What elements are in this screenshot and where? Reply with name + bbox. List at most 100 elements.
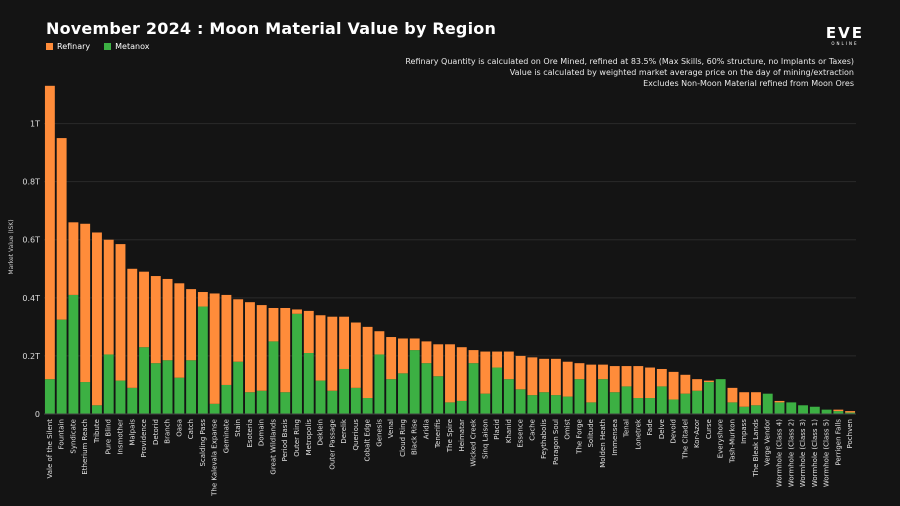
x-tick-label: Wormhole (Class 2) bbox=[787, 419, 795, 487]
bar-metanox bbox=[727, 402, 738, 414]
bar-metanox bbox=[468, 363, 479, 414]
note-line: Excludes Non-Moon Material refined from … bbox=[643, 79, 854, 88]
x-tick-label: Heimatar bbox=[458, 419, 466, 452]
bar-metanox bbox=[339, 368, 350, 414]
bar-metanox bbox=[833, 411, 844, 414]
bar-refinary bbox=[80, 223, 91, 383]
bar-metanox bbox=[645, 398, 656, 414]
bar-refinary bbox=[292, 309, 302, 314]
note-line: Refinary Quantity is calculated on Ore M… bbox=[405, 57, 854, 66]
bar-metanox bbox=[598, 379, 608, 414]
bar-refinary bbox=[550, 358, 561, 396]
bar-refinary bbox=[774, 400, 785, 403]
eve-online-logo: EVE ONLINE bbox=[825, 24, 864, 46]
x-tick-label: Period Basis bbox=[281, 419, 289, 462]
bar-refinary bbox=[598, 364, 608, 380]
x-tick-label: Outer Ring bbox=[293, 419, 301, 457]
x-tick-label: Stain bbox=[234, 419, 242, 437]
bar-metanox bbox=[586, 402, 597, 414]
x-tick-label: Omist bbox=[564, 419, 572, 440]
bar-metanox bbox=[786, 402, 797, 414]
x-tick-label: Lonetrek bbox=[634, 418, 642, 450]
bar-refinary bbox=[150, 276, 161, 364]
bar-refinary bbox=[739, 392, 750, 407]
y-tick-label: 0.6T bbox=[22, 236, 40, 245]
x-tick-label: Derelik bbox=[340, 418, 348, 444]
bar-metanox bbox=[668, 399, 679, 414]
bar-metanox bbox=[633, 398, 644, 414]
bar-metanox bbox=[421, 363, 432, 414]
x-tick-label: The Citadel bbox=[681, 419, 689, 460]
x-tick-label: Pochven bbox=[846, 419, 854, 448]
bar-metanox bbox=[656, 386, 667, 414]
legend-label-refinary: Refinary bbox=[57, 42, 91, 51]
x-tick-label: Impass bbox=[740, 419, 748, 444]
x-tick-label: Black Rise bbox=[411, 419, 419, 455]
x-tick-label: Genesis bbox=[375, 419, 383, 447]
bar-metanox bbox=[809, 406, 820, 414]
bar-refinary bbox=[44, 85, 55, 380]
bar-refinary bbox=[421, 341, 432, 364]
x-tick-label: Feythabolis bbox=[540, 419, 548, 459]
bar-metanox bbox=[409, 350, 420, 414]
bar-metanox bbox=[703, 382, 714, 414]
bar-refinary bbox=[162, 278, 173, 361]
y-tick-label: 0.2T bbox=[22, 352, 40, 361]
bar-refinary bbox=[833, 409, 844, 412]
bar-metanox bbox=[821, 409, 832, 414]
chart-title: November 2024 : Moon Material Value by R… bbox=[46, 19, 497, 38]
bar-metanox bbox=[798, 405, 808, 414]
x-tick-label: Delve bbox=[658, 419, 666, 439]
x-tick-label: Paragon Soul bbox=[552, 419, 560, 465]
x-tick-label: Metropolis bbox=[305, 419, 313, 456]
bar-refinary bbox=[280, 307, 291, 393]
bar-refinary bbox=[362, 326, 373, 399]
legend: Refinary Metanox bbox=[46, 42, 149, 51]
x-tick-label: Domain bbox=[258, 419, 266, 446]
x-tick-label: Great Wildlands bbox=[269, 419, 277, 475]
x-tick-label: Aridia bbox=[422, 419, 430, 439]
bar-metanox bbox=[115, 380, 126, 414]
bar-refinary bbox=[656, 368, 667, 387]
y-tick-label: 0.4T bbox=[22, 294, 40, 303]
x-tick-label: Scalding Pass bbox=[199, 419, 207, 467]
bar-metanox bbox=[127, 387, 138, 414]
x-tick-label: Wicked Creek bbox=[470, 418, 478, 467]
x-tick-label: Malpais bbox=[128, 419, 136, 446]
bar-refinary bbox=[692, 379, 703, 391]
legend-swatch-metanox bbox=[104, 43, 112, 50]
bar-metanox bbox=[68, 294, 79, 414]
legend-item-refinary: Refinary bbox=[46, 42, 90, 51]
x-tick-label: Solitude bbox=[587, 419, 595, 448]
x-tick-label: The Bleak Lands bbox=[752, 419, 760, 478]
bar-metanox bbox=[197, 306, 208, 414]
x-tick-label: Cloud Ring bbox=[399, 419, 407, 457]
x-tick-label: Tenal bbox=[623, 419, 631, 438]
bar-metanox bbox=[550, 395, 561, 414]
bar-metanox bbox=[139, 347, 149, 414]
bar-metanox bbox=[762, 393, 773, 414]
bar-metanox bbox=[845, 412, 856, 414]
bar-metanox bbox=[527, 395, 538, 414]
bar-metanox bbox=[150, 363, 161, 414]
bar-refinary bbox=[68, 222, 79, 295]
bar-refinary bbox=[492, 351, 503, 368]
x-tick-label: Everyshore bbox=[717, 419, 725, 458]
bar-refinary bbox=[727, 387, 738, 403]
bar-refinary bbox=[103, 239, 114, 355]
x-tick-label: Tribute bbox=[93, 419, 101, 444]
bar-metanox bbox=[327, 390, 338, 414]
bar-refinary bbox=[374, 331, 385, 355]
bar-refinary bbox=[315, 315, 326, 381]
bar-refinary bbox=[468, 350, 479, 364]
bar-metanox bbox=[715, 379, 726, 414]
x-tick-label: Cobalt Edge bbox=[364, 419, 372, 461]
bar-metanox bbox=[492, 367, 503, 414]
x-tick-label: Kor-Azor bbox=[693, 419, 701, 448]
bar-refinary bbox=[209, 293, 220, 404]
bar-refinary bbox=[174, 283, 185, 378]
bar-refinary bbox=[327, 316, 338, 391]
bar-metanox bbox=[92, 405, 102, 414]
bar-refinary bbox=[621, 366, 632, 387]
